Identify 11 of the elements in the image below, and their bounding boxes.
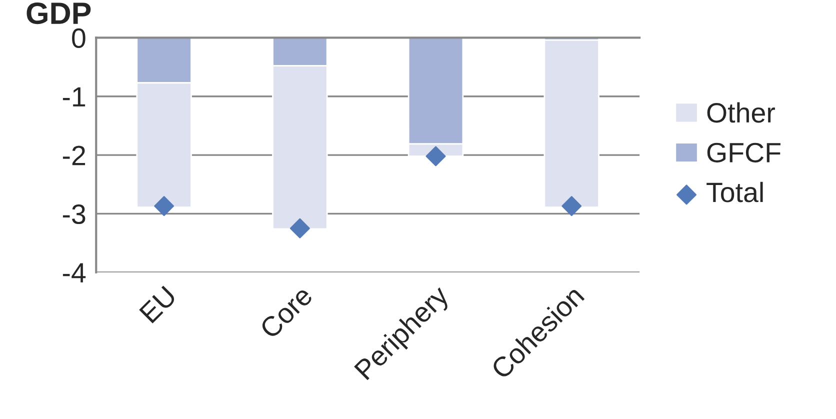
x-tick-label: EU — [139, 286, 177, 324]
chart-title: GDP — [26, 2, 91, 24]
legend-label: Other — [707, 102, 775, 123]
legend-label: Total — [706, 182, 763, 202]
y-tick-label: -1 — [62, 87, 86, 106]
y-tick-label: -2 — [62, 146, 86, 166]
y-tick-label: -3 — [62, 204, 86, 224]
y-tick-label: 0 — [72, 28, 86, 48]
y-tick-label: -4 — [62, 263, 86, 282]
legend-label: GFCF — [707, 142, 780, 162]
x-tick-label: Core — [258, 284, 314, 340]
